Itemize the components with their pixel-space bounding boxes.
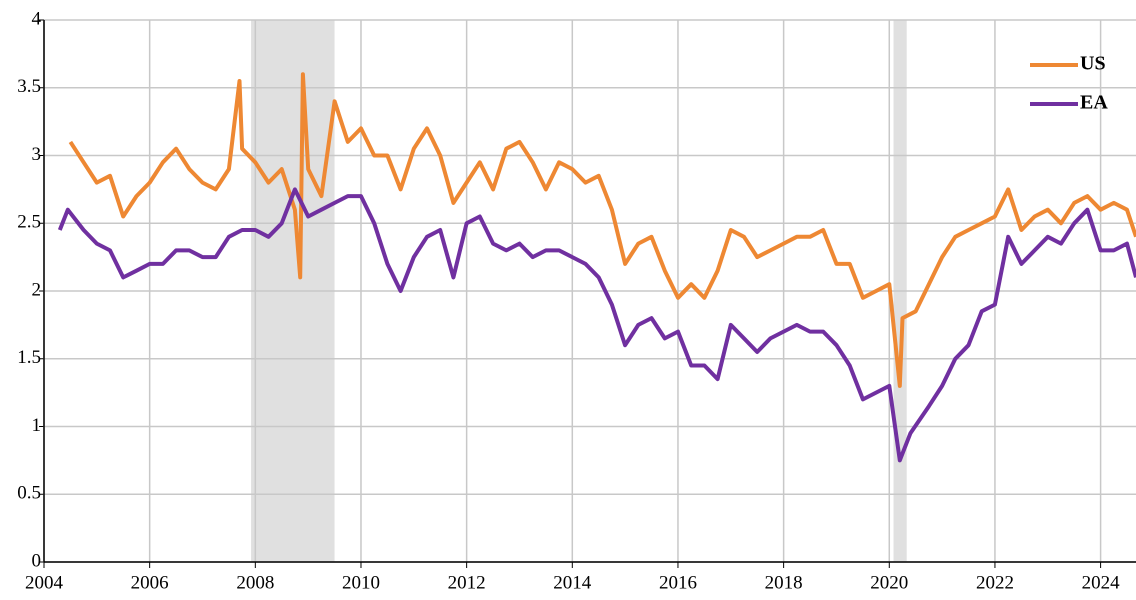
x-tick-label: 2020 — [870, 572, 908, 593]
x-tick-label: 2008 — [236, 572, 274, 593]
x-tick-label: 2024 — [1082, 572, 1121, 593]
y-tick-label: 0 — [32, 550, 42, 571]
legend-label: US — [1080, 53, 1106, 75]
y-tick-label: 0.5 — [17, 483, 41, 504]
series-line — [68, 72, 1136, 388]
x-tick-label: 2012 — [448, 572, 486, 593]
y-tick-label: 3 — [32, 144, 42, 165]
y-tick-label: 1 — [32, 415, 42, 436]
y-tick-label: 2.5 — [17, 212, 41, 233]
y-tick-label: 1.5 — [17, 347, 41, 368]
y-tick-label: 3.5 — [17, 76, 41, 97]
x-tick-label: 2004 — [25, 572, 64, 593]
series-line — [57, 187, 1136, 463]
legend-label: EA — [1080, 92, 1108, 114]
x-tick-label: 2018 — [765, 572, 803, 593]
x-tick-label: 2022 — [976, 572, 1014, 593]
x-tick-label: 2016 — [659, 572, 697, 593]
x-tick-label: 2014 — [553, 572, 592, 593]
x-tick-label: 2006 — [131, 572, 169, 593]
x-tick-label: 2010 — [342, 572, 380, 593]
y-tick-label: 4 — [32, 8, 42, 29]
y-tick-label: 2 — [32, 279, 42, 300]
